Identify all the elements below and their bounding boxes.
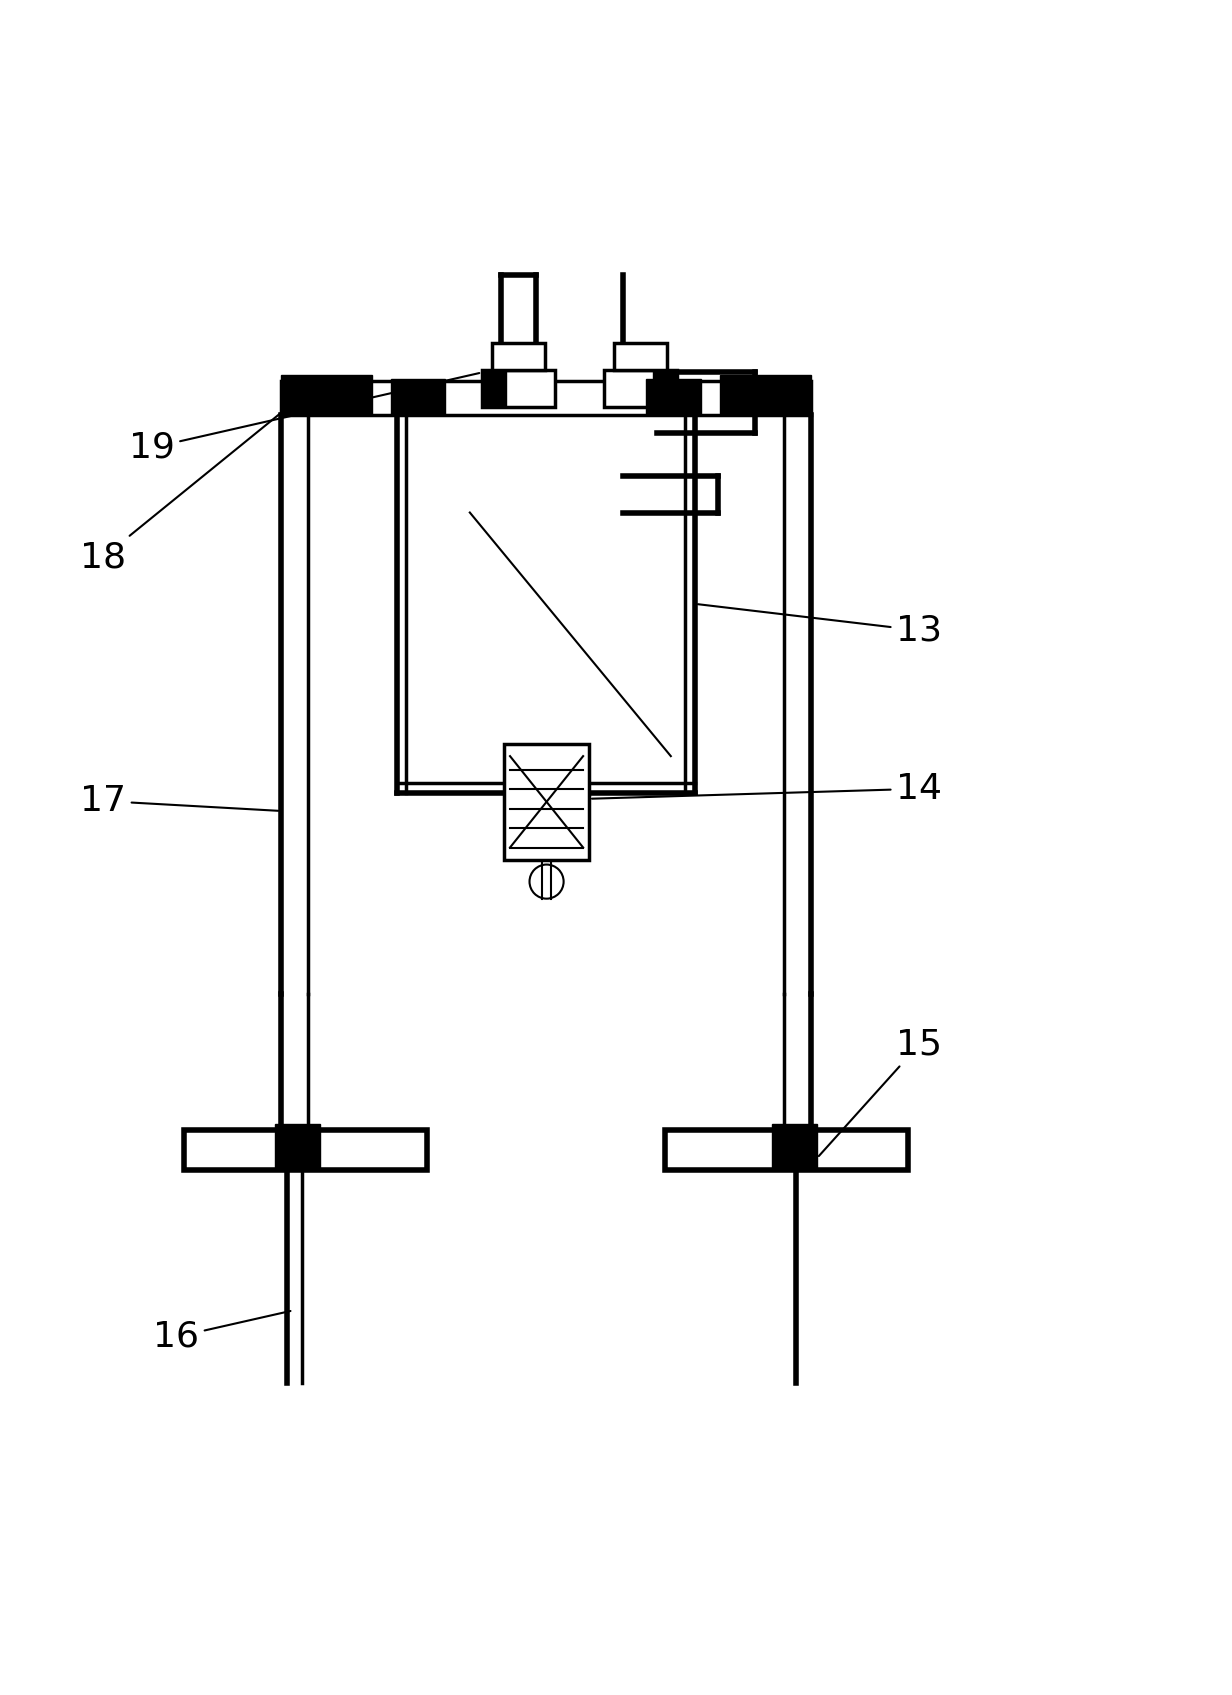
- Bar: [772, 1124, 817, 1170]
- Text: 16: 16: [153, 1310, 291, 1354]
- Text: 18: 18: [80, 405, 291, 575]
- Bar: [391, 378, 446, 415]
- Bar: [604, 370, 676, 407]
- Bar: [184, 1131, 428, 1170]
- Bar: [665, 1131, 908, 1170]
- Bar: [275, 1124, 320, 1170]
- Bar: [653, 370, 676, 407]
- Bar: [504, 744, 589, 859]
- Text: 14: 14: [591, 771, 942, 805]
- Bar: [614, 342, 668, 370]
- Text: 13: 13: [699, 603, 942, 647]
- Bar: [482, 370, 556, 407]
- Text: 15: 15: [819, 1027, 942, 1156]
- Text: 19: 19: [129, 373, 479, 464]
- Bar: [647, 378, 701, 415]
- Bar: [719, 375, 811, 415]
- Bar: [492, 342, 546, 370]
- Bar: [281, 381, 811, 415]
- Bar: [281, 375, 372, 415]
- Text: 17: 17: [80, 785, 278, 819]
- Bar: [482, 370, 506, 407]
